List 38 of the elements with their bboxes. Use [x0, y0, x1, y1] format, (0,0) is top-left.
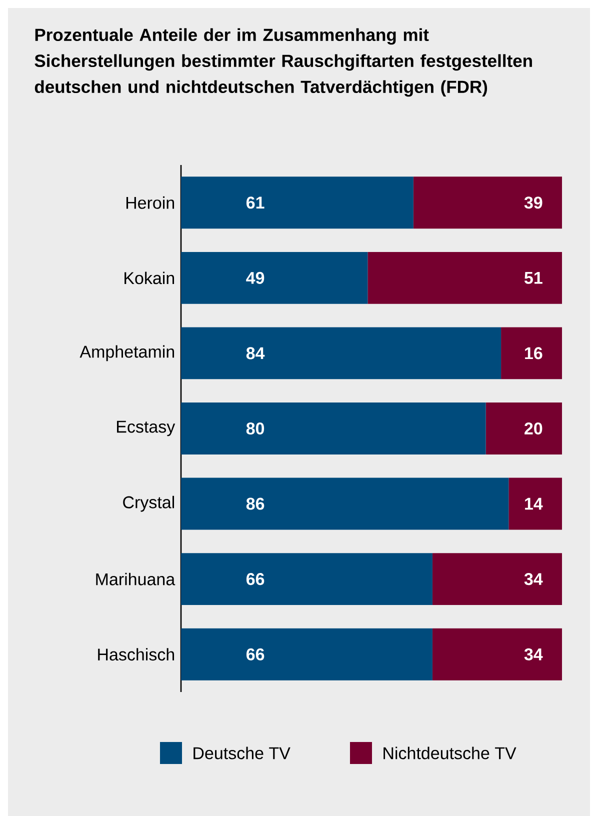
y-tick-label: Kokain: [124, 272, 174, 284]
data-label: 34: [524, 573, 543, 586]
legend-label: Nichtdeutsche TV: [384, 746, 516, 760]
data-label: 34: [524, 648, 543, 660]
y-tick-label: Ecstasy: [117, 420, 176, 436]
data-label: 61: [246, 196, 264, 209]
data-label: 49: [246, 272, 264, 284]
bar: [508, 478, 562, 530]
data-label: 16: [525, 347, 542, 360]
data-label: 14: [525, 498, 543, 510]
legend-label: Deutsche TV: [194, 746, 290, 760]
data-label: 51: [524, 272, 542, 284]
data-label: 66: [246, 573, 264, 586]
data-label: 86: [246, 498, 264, 510]
y-tick-label: Haschisch: [98, 648, 174, 661]
data-label: 80: [246, 422, 264, 435]
chart-title: Prozentuale Anteile der im Zusammenhang mit Sicherstellungen bestimmter Rauschgiftarten festgestellten deutschen und nichtdeutschen Tatverdächtigen (FDR): [34, 28, 532, 97]
bar: [181, 478, 509, 530]
bar: [486, 402, 562, 454]
data-label: 20: [524, 422, 542, 435]
bar: [501, 327, 562, 380]
bar: [181, 628, 432, 680]
bar: [432, 628, 562, 680]
bar: [181, 252, 368, 304]
bar: [181, 176, 414, 229]
data-label: 84: [246, 347, 265, 360]
bar: [181, 553, 432, 606]
bar: [181, 327, 502, 380]
y-tick-label: Heroin: [126, 196, 174, 209]
y-tick-label: Amphetamin: [80, 345, 174, 362]
data-label: 39: [524, 196, 542, 209]
bar: [432, 553, 562, 606]
y-tick-label: Crystal: [123, 496, 174, 512]
bar: [181, 402, 486, 454]
data-label: 66: [246, 648, 264, 660]
y-tick-label: Marihuana: [96, 572, 176, 586]
bar: [413, 176, 562, 229]
bar: [368, 252, 562, 304]
